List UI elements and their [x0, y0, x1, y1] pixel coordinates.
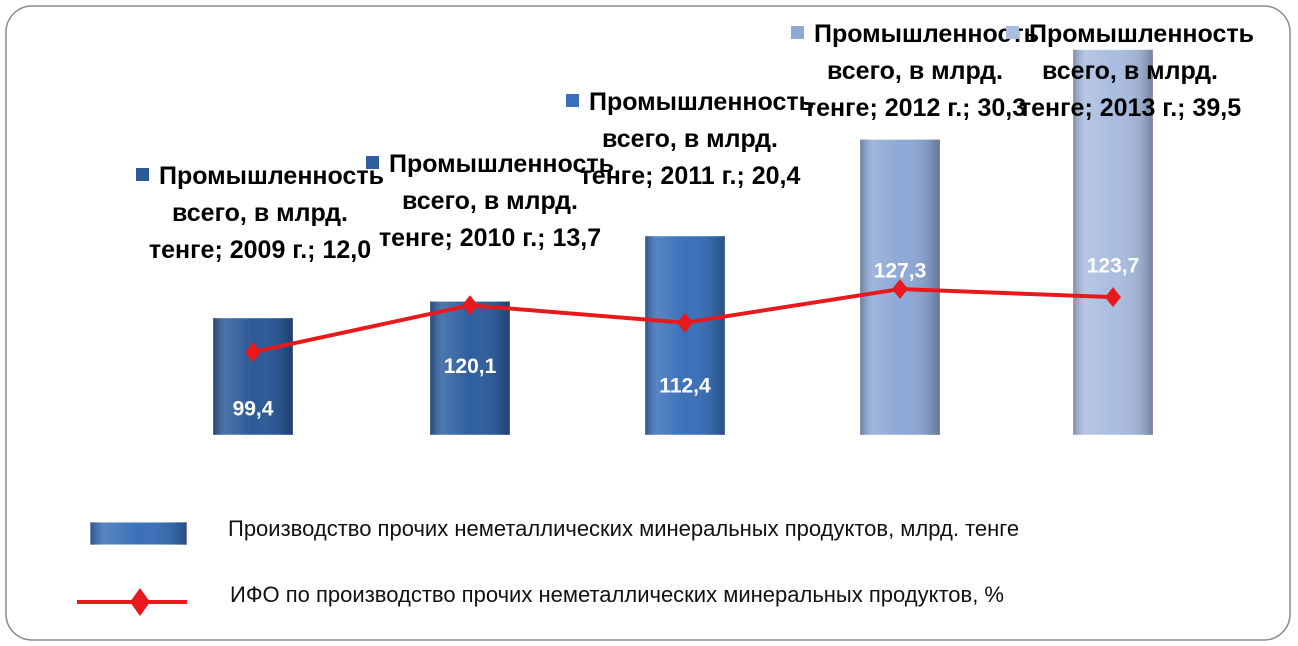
legend-marker [130, 588, 150, 616]
bar-data-label: Промышленность всего, в млрд. тенге; 201… [790, 16, 1040, 127]
label-marker [791, 26, 804, 39]
label-category: 2009 г. [229, 236, 308, 264]
label-category: 2011 г. [660, 162, 737, 190]
label-series-name: Промышленность всего, в млрд. тенге [579, 88, 814, 190]
line-data-label: 123,7 [1087, 255, 1140, 278]
label-category: 2012 г. [884, 94, 963, 122]
line-marker [462, 295, 478, 316]
line-data-label: 99,4 [233, 398, 274, 421]
label-separator: ; [537, 224, 553, 252]
line-data-label: 127,3 [874, 260, 927, 283]
line-marker [892, 279, 908, 300]
label-value: 13,7 [552, 224, 602, 252]
label-series-name: Промышленность всего, в млрд. тенге [148, 162, 384, 264]
label-marker [366, 156, 379, 169]
label-value: 30,3 [977, 94, 1027, 122]
label-separator: ; [869, 94, 885, 122]
bar-data-label: Промышленность всего, в млрд. тенге; 200… [135, 158, 385, 269]
legend-swatch-shine [90, 522, 187, 545]
label-category: 2013 г. [1099, 94, 1178, 122]
line-marker [1105, 287, 1121, 308]
label-separator: ; [307, 236, 323, 264]
label-value: 39,5 [1192, 94, 1242, 122]
line-marker [245, 342, 261, 363]
legend-label: Производство прочих неметаллических мине… [228, 516, 1020, 541]
label-marker [566, 94, 579, 107]
legend-label: ИФО по производство прочих неметаллическ… [230, 582, 1004, 607]
label-marker [1006, 26, 1019, 39]
label-value: 20,4 [751, 162, 801, 190]
bar-data-label: Промышленность всего, в млрд. тенге; 201… [1005, 16, 1255, 127]
label-series-name: Промышленность всего, в млрд. тенге [1018, 20, 1254, 122]
label-separator: ; [1177, 94, 1193, 122]
label-separator: ; [444, 224, 460, 252]
line-data-label: 112,4 [659, 374, 711, 397]
bar [644, 235, 726, 436]
label-separator: ; [736, 162, 752, 190]
label-series-name: Промышленность всего, в млрд. тенге [378, 150, 614, 252]
line-marker [677, 312, 693, 333]
label-category: 2010 г. [459, 224, 538, 252]
label-separator: ; [962, 94, 978, 122]
label-value: 12,0 [322, 236, 372, 264]
label-separator: ; [645, 162, 661, 190]
label-marker [136, 168, 149, 181]
label-separator: ; [1084, 94, 1100, 122]
label-series-name: Промышленность всего, в млрд. тенге [803, 20, 1039, 122]
label-separator: ; [214, 236, 230, 264]
bar-data-label: Промышленность всего, в млрд. тенге; 201… [365, 146, 615, 257]
line-data-label: 120,1 [444, 355, 497, 378]
bar-data-label: Промышленность всего, в млрд. тенге; 201… [565, 84, 815, 195]
